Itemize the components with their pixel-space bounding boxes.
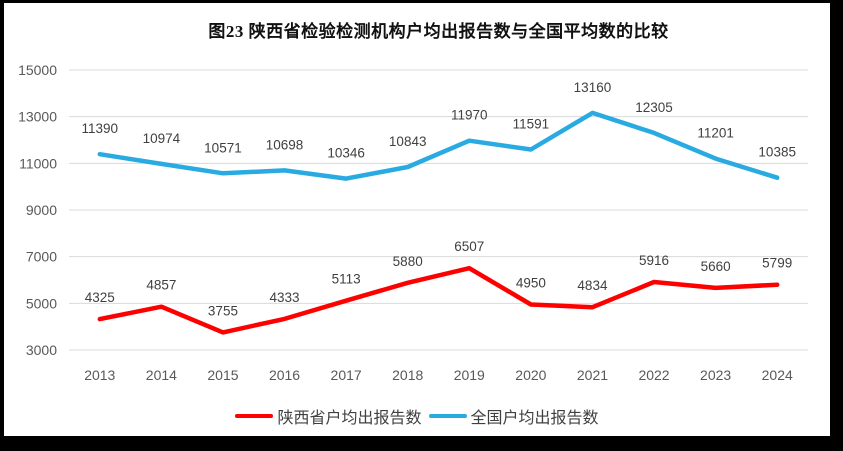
data-label: 5880: [393, 254, 423, 269]
y-tick-label: 11000: [19, 155, 57, 171]
x-tick-label: 2018: [392, 367, 423, 383]
x-tick-label: 2019: [454, 367, 485, 383]
legend-item-national[interactable]: 全国户均出报告数: [428, 404, 599, 428]
y-axis-labels: 3000 5000 7000 9000 11000 13000 15000: [18, 62, 57, 358]
data-label: 5916: [639, 253, 669, 268]
plot-svg: 3000 5000 7000 9000 11000 13000 15000 2013 2014…: [18, 62, 808, 383]
x-tick-label: 2023: [700, 367, 731, 383]
data-label: 4857: [146, 278, 176, 293]
data-label: 5799: [762, 256, 792, 271]
series-lines: [97, 110, 780, 335]
y-tick-label: 5000: [26, 295, 57, 311]
y-tick-label: 3000: [26, 342, 57, 358]
x-tick-label: 2016: [269, 367, 300, 383]
legend-swatch-national: [428, 413, 467, 419]
x-tick-label: 2024: [762, 367, 793, 383]
data-label: 4333: [270, 290, 300, 305]
x-tick-label: 2013: [84, 367, 115, 383]
series-line-1[interactable]: [97, 110, 780, 181]
data-label: 12305: [635, 100, 673, 115]
data-label: 13160: [574, 80, 612, 95]
x-tick-label: 2015: [207, 367, 238, 383]
data-label: 10571: [204, 140, 242, 155]
y-tick-label: 13000: [18, 109, 57, 125]
legend-label-national: 全国户均出报告数: [470, 410, 599, 427]
x-tick-label: 2017: [331, 367, 362, 383]
gridlines: [69, 69, 808, 351]
data-label: 3755: [208, 303, 238, 318]
data-label: 11201: [697, 126, 734, 141]
x-tick-label: 2014: [146, 367, 177, 383]
x-tick-label: 2021: [577, 367, 608, 383]
data-label: 5113: [332, 272, 361, 287]
data-label: 11591: [513, 117, 550, 132]
data-label: 4834: [577, 278, 608, 293]
x-tick-label: 2022: [638, 367, 669, 383]
data-label: 10698: [266, 137, 304, 152]
data-label: 4325: [85, 290, 115, 305]
data-label: 10974: [143, 131, 181, 146]
data-label: 11970: [451, 108, 488, 123]
data-label: 10346: [327, 146, 365, 161]
legend-item-shaanxi[interactable]: 陕西省户均出报告数: [235, 404, 422, 428]
legend-label-shaanxi: 陕西省户均出报告数: [277, 410, 422, 427]
data-label: 4950: [516, 276, 546, 291]
chart-surface: 图23 陕西省检验检测机构户均出报告数与全国平均数的比较 3000 5000 700…: [4, 3, 830, 436]
data-label: 5660: [701, 259, 731, 274]
data-label: 11390: [82, 121, 119, 136]
y-tick-label: 9000: [26, 202, 57, 218]
data-label: 6507: [454, 239, 484, 254]
chart-title: 图23 陕西省检验检测机构户均出报告数与全国平均数的比较: [208, 22, 669, 41]
x-axis-labels: 2013 2014 2015 2016 2017 2018 2019 2020 2021 2022…: [84, 367, 793, 383]
y-tick-label: 15000: [18, 62, 57, 78]
data-labels: 4325 4857 3755 4333 5113 5880 6507 4950 4834 5916…: [82, 80, 796, 318]
y-tick-label: 7000: [26, 249, 57, 265]
series-line-0[interactable]: [97, 265, 780, 335]
data-label: 10385: [758, 145, 796, 160]
legend-swatch-shaanxi: [235, 413, 274, 419]
data-label: 10843: [389, 134, 427, 149]
legend: 陕西省户均出报告数 全国户均出报告数: [4, 404, 830, 428]
x-tick-label: 2020: [515, 367, 546, 383]
